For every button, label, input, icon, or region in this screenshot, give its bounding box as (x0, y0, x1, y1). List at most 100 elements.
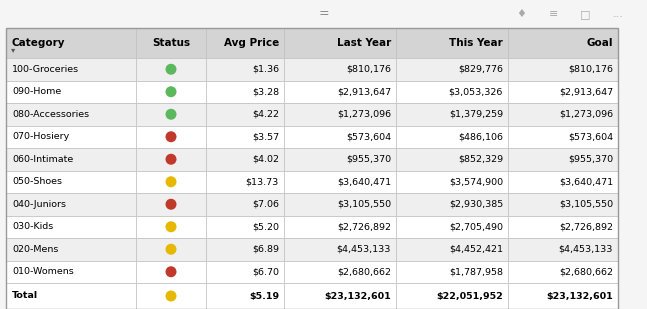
Bar (136, 238, 206, 260)
Bar (508, 148, 618, 171)
Bar (284, 238, 396, 260)
Bar (284, 193, 396, 215)
Bar (396, 193, 508, 215)
Bar (396, 260, 508, 283)
Text: $23,132,601: $23,132,601 (546, 291, 613, 300)
Text: $5.20: $5.20 (252, 222, 279, 231)
Circle shape (166, 266, 177, 277)
Circle shape (166, 86, 177, 97)
Text: $4,453,133: $4,453,133 (336, 245, 391, 254)
Circle shape (166, 109, 177, 120)
Bar (6, 260, 136, 283)
Bar (284, 260, 396, 283)
Bar (396, 238, 508, 260)
Text: ...: ... (613, 9, 623, 19)
Text: $852,329: $852,329 (458, 155, 503, 164)
Bar (6, 58, 136, 81)
Text: Last Year: Last Year (336, 38, 391, 48)
Bar (396, 148, 508, 171)
Text: $3,105,550: $3,105,550 (337, 200, 391, 209)
Bar (284, 81, 396, 103)
Text: $3,640,471: $3,640,471 (559, 177, 613, 186)
Bar (206, 81, 284, 103)
Text: $3.57: $3.57 (252, 132, 279, 141)
Bar (6, 125, 136, 148)
Bar (206, 58, 284, 81)
Bar (508, 215, 618, 238)
Bar (6, 28, 136, 58)
Bar (396, 215, 508, 238)
Text: $2,726,892: $2,726,892 (337, 222, 391, 231)
Text: Status: Status (152, 38, 190, 48)
Text: $22,051,952: $22,051,952 (436, 291, 503, 300)
Text: $486,106: $486,106 (458, 132, 503, 141)
Bar (508, 103, 618, 125)
Text: $829,776: $829,776 (458, 65, 503, 74)
Text: $4.22: $4.22 (252, 110, 279, 119)
Bar (136, 81, 206, 103)
Bar (206, 215, 284, 238)
Circle shape (166, 131, 177, 142)
Text: $573,604: $573,604 (346, 132, 391, 141)
Text: $4.02: $4.02 (252, 155, 279, 164)
Bar (136, 193, 206, 215)
Text: $2,726,892: $2,726,892 (559, 222, 613, 231)
Text: $7.06: $7.06 (252, 200, 279, 209)
Text: ≡: ≡ (549, 9, 558, 19)
Bar (206, 125, 284, 148)
Text: 060-Intimate: 060-Intimate (12, 155, 73, 164)
Text: $810,176: $810,176 (346, 65, 391, 74)
Bar (136, 125, 206, 148)
Text: 020-Mens: 020-Mens (12, 245, 58, 254)
Text: ▾: ▾ (11, 45, 16, 54)
Bar (6, 148, 136, 171)
Bar (6, 238, 136, 260)
Bar (396, 283, 508, 309)
Text: Category: Category (12, 38, 65, 48)
Text: 100-Groceries: 100-Groceries (12, 65, 79, 74)
Bar (136, 103, 206, 125)
Circle shape (166, 199, 177, 210)
Bar (396, 171, 508, 193)
Text: $2,680,662: $2,680,662 (559, 267, 613, 276)
Bar (396, 103, 508, 125)
Bar (6, 103, 136, 125)
Circle shape (166, 221, 177, 232)
Bar (6, 283, 136, 309)
Bar (284, 215, 396, 238)
Circle shape (166, 290, 177, 302)
Text: $23,132,601: $23,132,601 (324, 291, 391, 300)
Text: $955,370: $955,370 (568, 155, 613, 164)
Text: $3,640,471: $3,640,471 (337, 177, 391, 186)
Bar (284, 171, 396, 193)
Circle shape (166, 244, 177, 255)
Bar (284, 125, 396, 148)
Bar (396, 81, 508, 103)
Bar (508, 193, 618, 215)
Bar (206, 193, 284, 215)
Bar (284, 58, 396, 81)
Bar (6, 171, 136, 193)
Bar (508, 238, 618, 260)
Bar (284, 28, 396, 58)
Text: $6.89: $6.89 (252, 245, 279, 254)
Text: $3,105,550: $3,105,550 (559, 200, 613, 209)
Circle shape (166, 154, 177, 165)
Bar (284, 283, 396, 309)
Bar (206, 283, 284, 309)
Text: 090-Home: 090-Home (12, 87, 61, 96)
Bar (206, 260, 284, 283)
Bar (206, 148, 284, 171)
Bar (508, 171, 618, 193)
Text: $3,053,326: $3,053,326 (448, 87, 503, 96)
Bar (396, 28, 508, 58)
Circle shape (166, 64, 177, 75)
Text: $2,680,662: $2,680,662 (337, 267, 391, 276)
Text: 040-Juniors: 040-Juniors (12, 200, 66, 209)
Text: $13.73: $13.73 (246, 177, 279, 186)
Circle shape (166, 176, 177, 187)
Text: □: □ (580, 9, 591, 19)
Text: This Year: This Year (449, 38, 503, 48)
Text: Goal: Goal (586, 38, 613, 48)
Bar (284, 103, 396, 125)
